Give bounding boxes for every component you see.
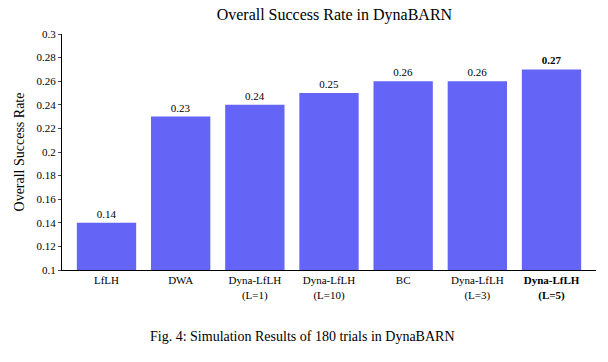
svg-text:Dyna-LfLH(L=1): Dyna-LfLH(L=1) (229, 274, 282, 301)
svg-text:DWA: DWA (168, 274, 193, 286)
svg-text:0.26: 0.26 (393, 66, 413, 78)
svg-text:Overall Success Rate in DynaBA: Overall Success Rate in DynaBARN (217, 6, 453, 24)
svg-text:0.14: 0.14 (37, 217, 57, 229)
svg-text:0.22: 0.22 (37, 122, 56, 134)
svg-text:0.26: 0.26 (467, 66, 487, 78)
svg-text:0.14: 0.14 (97, 208, 117, 220)
svg-text:0.2: 0.2 (42, 146, 56, 158)
svg-text:LfLH: LfLH (94, 274, 119, 286)
svg-text:Fig. 4: Simulation Results of: Fig. 4: Simulation Results of 180 trials… (150, 329, 455, 344)
svg-text:0.27: 0.27 (542, 54, 562, 66)
svg-text:0.24: 0.24 (245, 90, 265, 102)
svg-text:0.18: 0.18 (37, 169, 57, 181)
svg-text:0.26: 0.26 (37, 75, 57, 87)
svg-text:Dyna-LfLH(L=5): Dyna-LfLH(L=5) (524, 274, 580, 301)
svg-text:Overall Success Rate: Overall Success Rate (12, 93, 27, 212)
svg-text:0.24: 0.24 (37, 99, 57, 111)
svg-text:0.23: 0.23 (171, 102, 191, 114)
svg-text:BC: BC (396, 274, 411, 286)
svg-text:Dyna-LfLH(L=10): Dyna-LfLH(L=10) (303, 274, 356, 301)
svg-text:0.28: 0.28 (37, 51, 57, 63)
svg-text:0.1: 0.1 (42, 264, 56, 276)
svg-text:Dyna-LfLH(L=3): Dyna-LfLH(L=3) (451, 274, 504, 301)
svg-text:0.16: 0.16 (37, 193, 57, 205)
svg-text:0.12: 0.12 (37, 240, 56, 252)
svg-text:0.25: 0.25 (319, 78, 339, 90)
svg-text:0.3: 0.3 (42, 28, 56, 40)
